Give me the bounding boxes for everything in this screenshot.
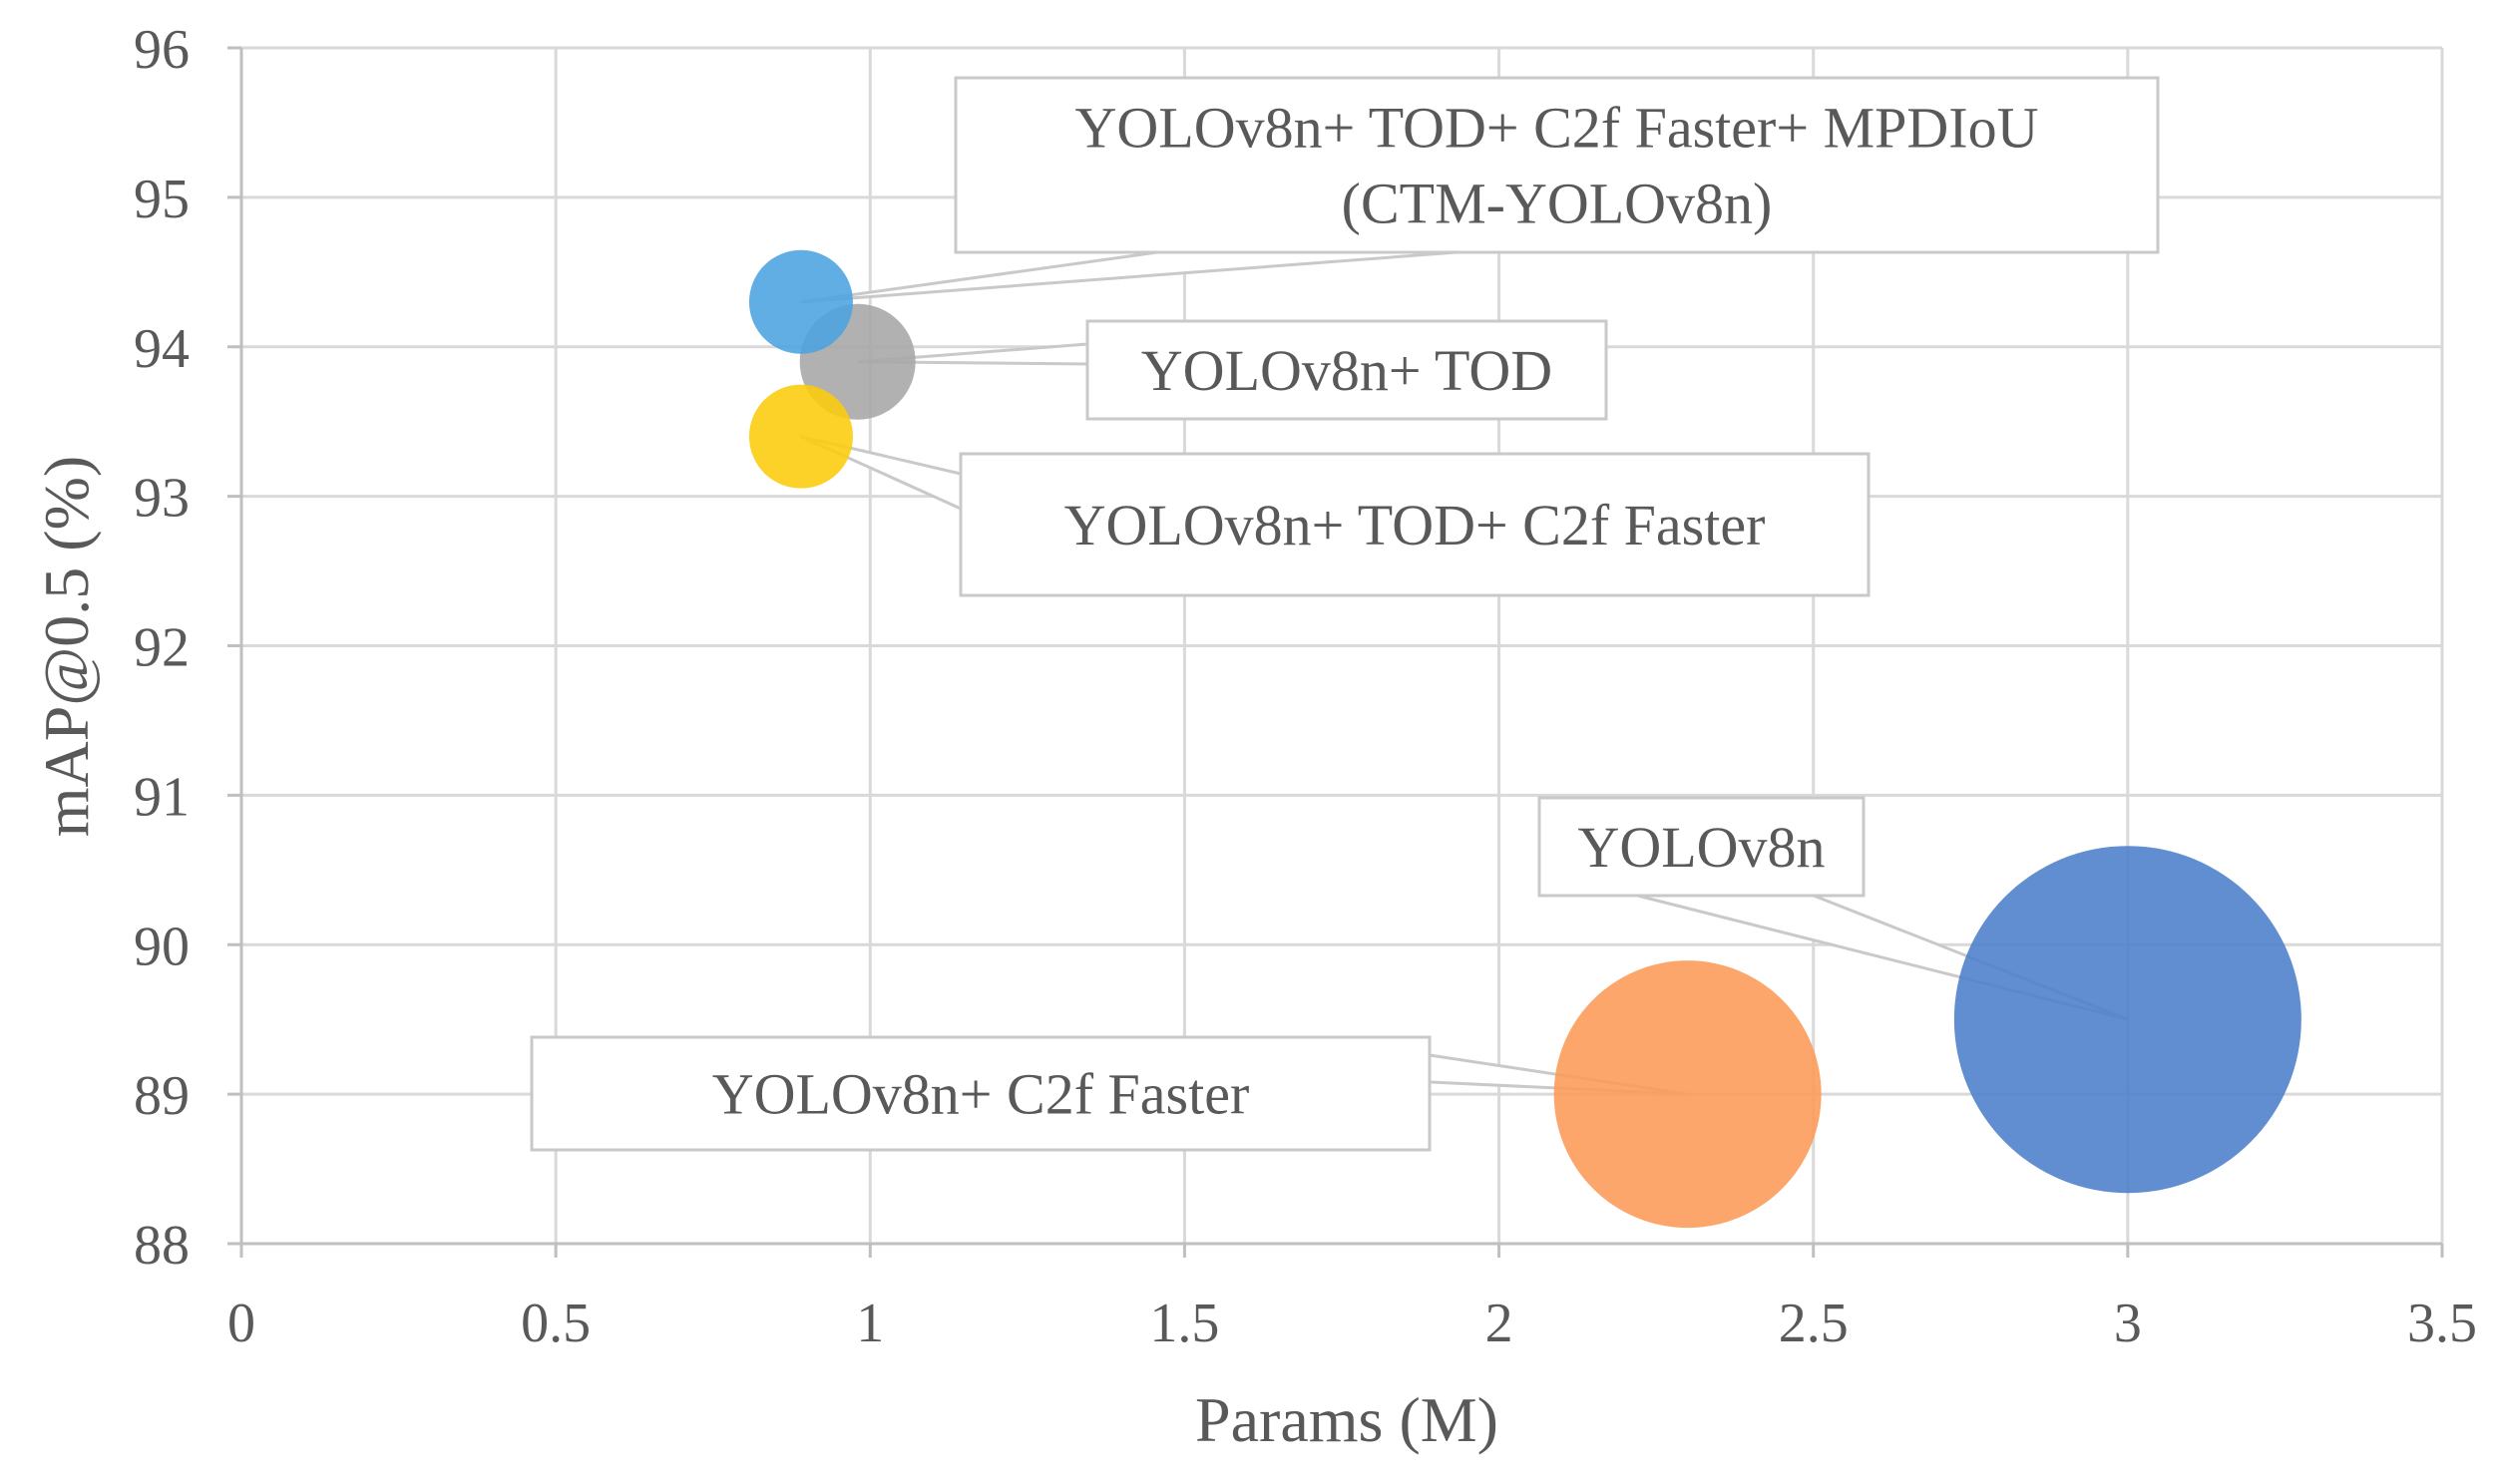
bubble-series — [748, 249, 2301, 1229]
callout-box — [530, 1035, 1432, 1152]
x-tick-label: 1 — [856, 1293, 884, 1354]
y-tick-label: 89 — [134, 1065, 190, 1127]
y-tick-label: 95 — [134, 169, 190, 230]
callout-label: YOLOv8n+ TOD+ C2f Faster+ MPDIoU — [1075, 96, 2039, 161]
callout-box — [954, 76, 2160, 254]
x-tick-label: 3 — [2114, 1293, 2142, 1354]
callout-labels: YOLOv8n YOLOv8n+ C2f Faster YOLOv8n+ TOD YO… — [530, 76, 2160, 1152]
x-tick-label: 0 — [227, 1293, 255, 1354]
y-tick-label: 94 — [134, 318, 190, 380]
callout-label: YOLOv8n+ C2f Faster — [712, 1062, 1250, 1127]
bubble-point — [748, 249, 853, 354]
callout-box — [1085, 319, 1608, 421]
x-tick-label: 3.5 — [2407, 1293, 2477, 1354]
bubble-point — [748, 384, 853, 489]
y-tick-label: 90 — [134, 916, 190, 977]
callout-label: YOLOv8n — [1577, 815, 1825, 880]
axes: 0 0.5 1 1.5 2 2.5 3 3.5 88 89 90 91 92 93 94 95 96 — [134, 19, 2477, 1354]
x-tick-label: 0.5 — [521, 1293, 591, 1354]
callout-box — [959, 452, 1871, 597]
callout-label: YOLOv8n+ TOD+ C2f Faster — [1064, 493, 1766, 557]
x-tick-label: 1.5 — [1149, 1293, 1219, 1354]
callout-leader — [800, 250, 1458, 304]
callout-label: YOLOv8n+ TOD — [1141, 338, 1552, 403]
y-axis-title: mAP@0.5 (%) — [31, 456, 102, 837]
x-axis-title: Params (M) — [1195, 1384, 1498, 1455]
callout-label: (CTM-YOLOv8n) — [1342, 172, 1773, 236]
y-tick-label: 88 — [134, 1215, 190, 1277]
x-tick-label: 2 — [1485, 1293, 1513, 1354]
callout-leader-lines — [800, 250, 2129, 1096]
y-tick-label: 91 — [134, 766, 190, 828]
x-tick-label: 2.5 — [1779, 1293, 1849, 1354]
y-tick-label: 93 — [134, 468, 190, 530]
bubble-point — [1553, 960, 1822, 1229]
bubble-point — [1953, 846, 2301, 1194]
y-tick-label: 96 — [134, 19, 190, 81]
callout-box — [1537, 796, 1866, 898]
y-tick-label: 92 — [134, 617, 190, 679]
